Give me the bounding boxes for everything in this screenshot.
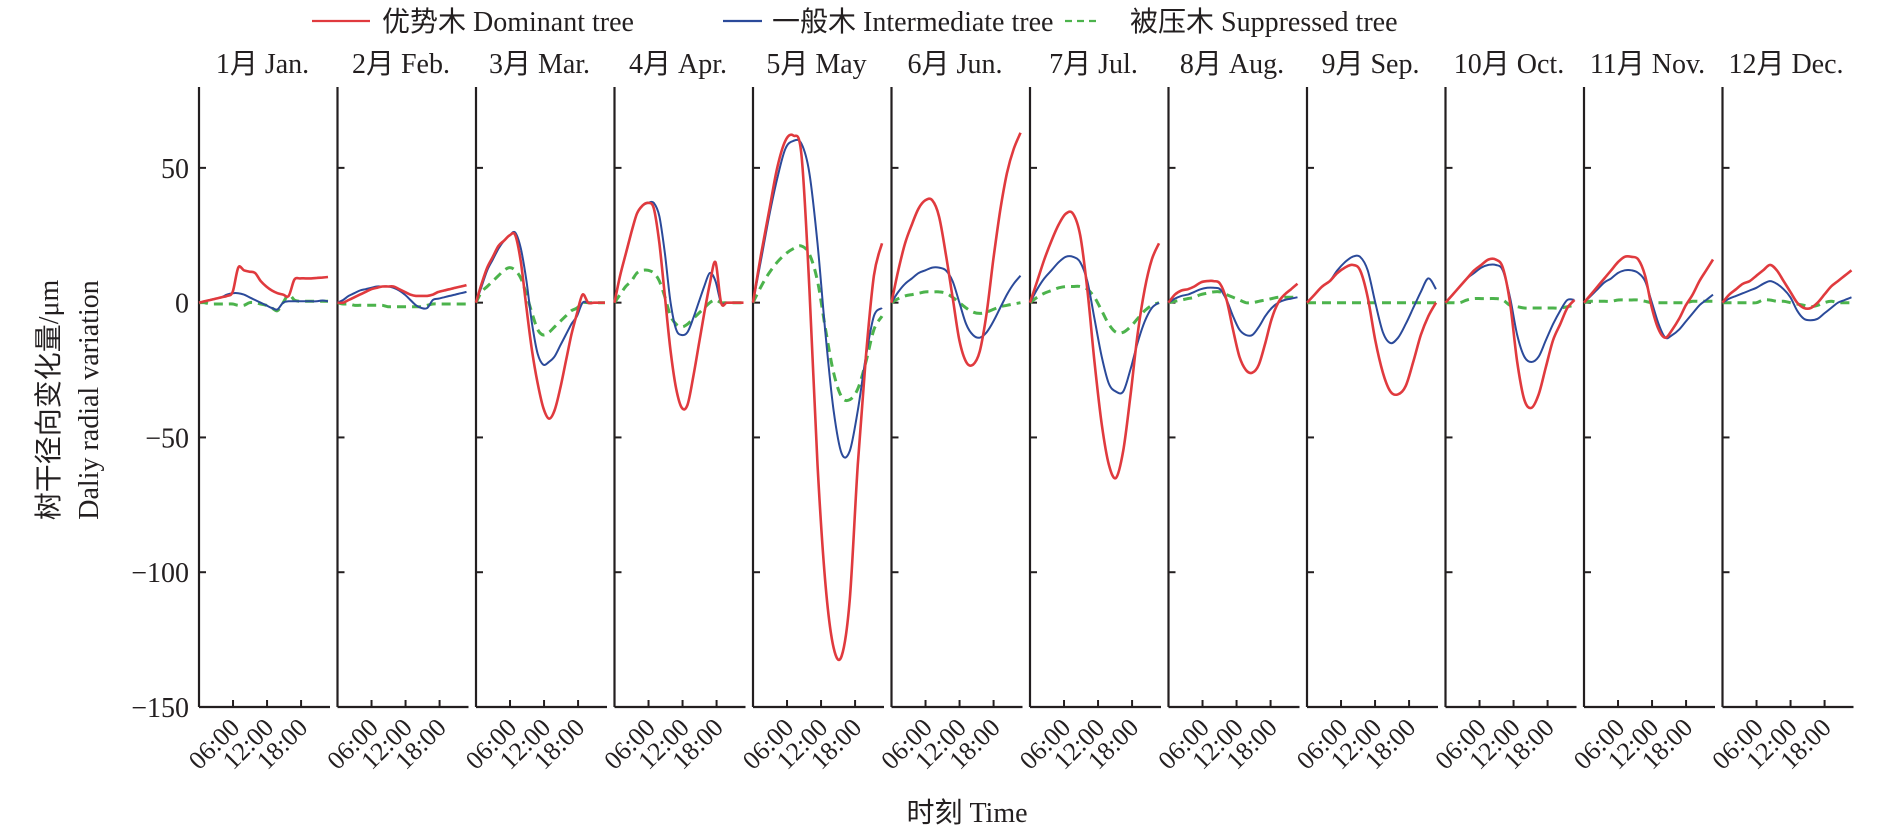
series-line-dominant: [613, 201, 744, 411]
series-line-suppressed: [1029, 284, 1160, 335]
panel-title: 10月 Oct.: [1454, 49, 1564, 80]
y-axis-label-en: Daliy radial variation: [74, 280, 105, 519]
series-line-intermediate: [890, 266, 1022, 339]
series-line-suppressed: [1168, 290, 1298, 305]
y-tick-label: −100: [131, 558, 189, 589]
panel-title: 2月 Feb.: [352, 49, 450, 80]
series-line-dominant: [1721, 263, 1853, 310]
legend: 优势木 Dominant tree 一般木 Intermediate tree …: [312, 6, 1398, 38]
y-tick-labels: 50 0 −50 −100 −150: [131, 154, 189, 724]
panel-title: 12月 Dec.: [1728, 49, 1843, 80]
y-tick-label: 0: [175, 289, 189, 320]
y-tick-label: 50: [161, 154, 189, 185]
series-line-suppressed: [613, 268, 744, 329]
panel-title: 1月 Jan.: [216, 49, 309, 80]
panel-title: 3月 Mar.: [489, 49, 590, 80]
y-tick-label: −150: [131, 693, 189, 724]
panel-title: 4月 Apr.: [629, 49, 727, 80]
legend-label-suppressed: 被压木 Suppressed tree: [1130, 6, 1398, 38]
series-line-intermediate: [198, 292, 329, 311]
series-line-dominant: [751, 133, 884, 662]
series-line-dominant: [1582, 254, 1715, 339]
series-line-intermediate: [475, 230, 605, 367]
series-line-intermediate: [752, 138, 883, 459]
series-line-suppressed: [890, 290, 1021, 315]
x-axis-label: 时刻 Time: [906, 797, 1027, 829]
series-line-suppressed: [1722, 298, 1852, 309]
series-line-dominant: [1306, 263, 1438, 397]
y-tick-label: −50: [145, 423, 189, 454]
legend-label-dominant: 优势木 Dominant tree: [382, 6, 634, 38]
panel-title: 7月 Jul.: [1049, 49, 1138, 80]
series-line-dominant: [474, 231, 605, 420]
panel-title: 8月 Aug.: [1180, 49, 1284, 80]
series-line-intermediate: [1721, 280, 1852, 322]
panel-title: 11月 Nov.: [1590, 49, 1705, 80]
series-line-intermediate: [337, 285, 467, 310]
series-line-dominant: [198, 265, 329, 304]
series-line-suppressed: [474, 266, 605, 337]
series-line-suppressed: [1583, 298, 1713, 305]
panel-title: 9月 Sep.: [1321, 49, 1419, 80]
panel-title: 6月 Jun.: [908, 49, 1003, 80]
series-line-dominant: [337, 283, 467, 305]
series-line-dominant: [1444, 257, 1576, 410]
series-line-dominant: [890, 132, 1022, 367]
legend-label-intermediate: 一般木 Intermediate tree: [772, 6, 1053, 38]
y-axis-label-cn: 树干径向变化量/μm: [33, 279, 65, 520]
panel-title: 5月 May: [766, 49, 866, 80]
series-line-dominant: [1028, 210, 1161, 480]
series-line-intermediate: [1306, 254, 1437, 345]
series-line-suppressed: [337, 301, 467, 309]
series-line-dominant: [1167, 279, 1299, 375]
